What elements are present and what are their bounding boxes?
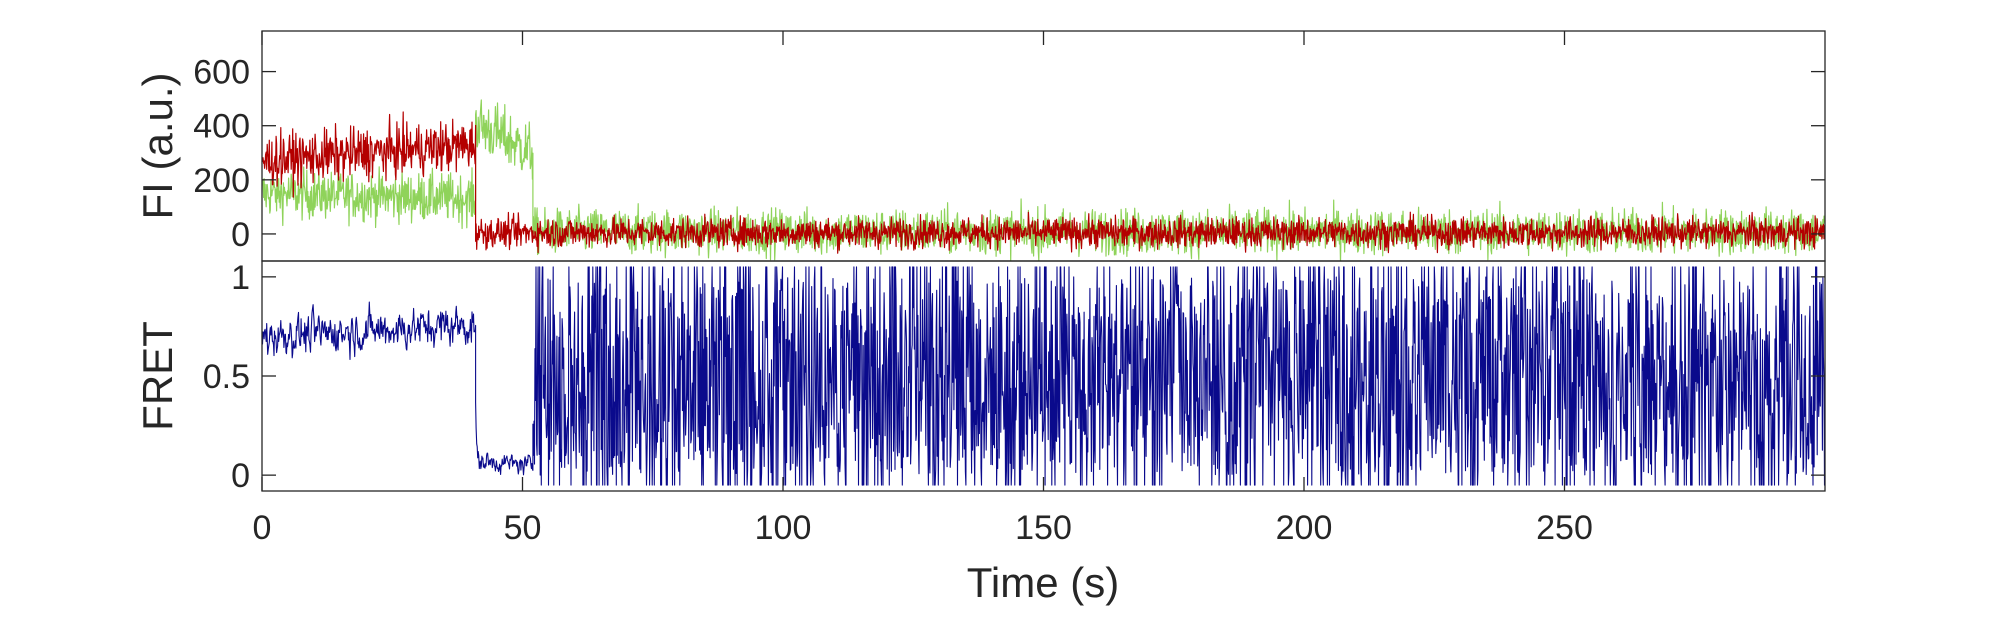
fret-panel: 00.51 0 50 100 150 200 250 FRET Time (s) <box>134 31 1826 606</box>
time-x-tick-label: 0 <box>253 509 272 547</box>
fret-y-tick-label: 0 <box>231 457 250 495</box>
intensity-panel: 0 200 400 600 FI (a.u.) <box>134 30 1826 262</box>
intensity-y-ticks: 0 200 400 600 <box>193 54 1825 254</box>
time-x-tick-label: 50 <box>504 509 542 547</box>
time-x-tick-label: 250 <box>1536 509 1593 547</box>
intensity-y-tick-label: 200 <box>193 162 250 200</box>
time-x-tick-label: 150 <box>1015 509 1072 547</box>
fret-series-0-line <box>262 266 1825 486</box>
intensity-series-0-line <box>262 99 1825 261</box>
time-x-tick-label: 100 <box>755 509 812 547</box>
intensity-y-tick-label: 600 <box>193 54 250 92</box>
time-x-ticks: 0 50 100 150 200 250 <box>253 31 1593 547</box>
fret-y-ticks: 00.51 <box>203 259 1825 495</box>
intensity-y-tick-label: 0 <box>231 216 250 254</box>
fret-y-label: FRET <box>134 321 181 431</box>
intensity-series-1-line <box>262 111 1825 254</box>
time-x-tick-label: 200 <box>1276 509 1333 547</box>
fret-trace <box>262 266 1825 486</box>
intensity-y-label: FI (a.u.) <box>134 72 181 219</box>
fret-y-tick-label: 1 <box>231 259 250 297</box>
time-x-label: Time (s) <box>967 559 1119 606</box>
fret-y-tick-label: 0.5 <box>203 358 250 396</box>
intensity-y-tick-label: 400 <box>193 108 250 146</box>
intensity-traces <box>262 99 1825 261</box>
